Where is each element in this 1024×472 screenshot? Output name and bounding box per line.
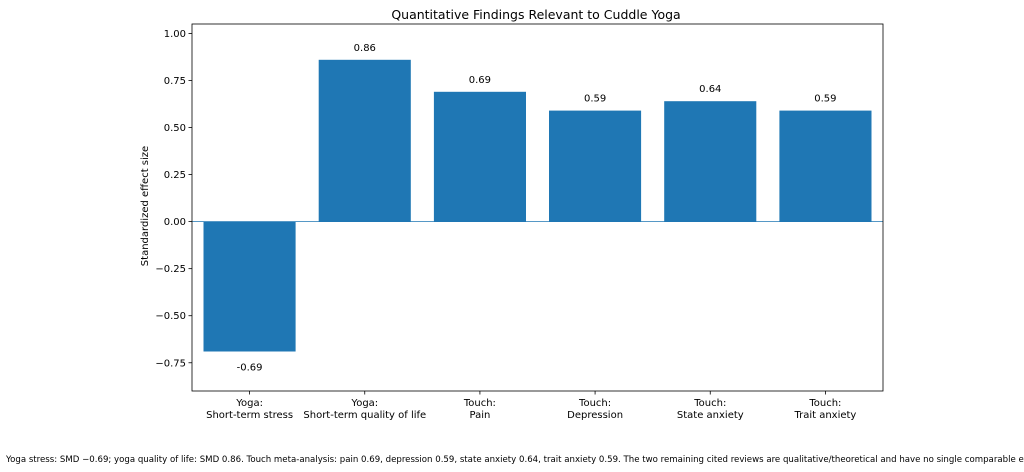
bar-value-label: 0.86 bbox=[354, 43, 376, 54]
y-tick-label: 1.00 bbox=[164, 29, 186, 40]
bar bbox=[203, 221, 296, 352]
bar bbox=[318, 59, 411, 222]
x-tick-label: Touch: Pain bbox=[463, 398, 496, 421]
bar bbox=[549, 110, 642, 222]
y-tick-label: −0.50 bbox=[155, 311, 186, 322]
bar-value-label: 0.69 bbox=[469, 75, 491, 86]
bar-value-label: 0.59 bbox=[814, 94, 836, 105]
y-tick-label: 0.25 bbox=[164, 170, 186, 181]
y-tick-label: 0.50 bbox=[164, 123, 186, 134]
y-tick-label: 0.00 bbox=[164, 217, 186, 228]
y-tick-label: 0.75 bbox=[164, 76, 186, 87]
bar bbox=[664, 101, 757, 222]
x-tick-label: Touch: Depression bbox=[567, 398, 623, 421]
plot-frame bbox=[191, 23, 884, 392]
footnote: Yoga stress: SMD −0.69; yoga quality of … bbox=[6, 455, 1024, 465]
bar-value-label: 0.59 bbox=[584, 94, 606, 105]
bar bbox=[779, 110, 872, 222]
y-tick-label: −0.75 bbox=[155, 358, 186, 369]
x-tick-label: Touch: Trait anxiety bbox=[793, 398, 856, 421]
x-tick-label: Yoga: Short-term quality of life bbox=[303, 398, 426, 421]
chart-title: Quantitative Findings Relevant to Cuddle… bbox=[391, 7, 680, 22]
bar-value-label: 0.64 bbox=[699, 84, 721, 95]
bar bbox=[433, 91, 526, 222]
x-tick-label: Yoga: Short-term stress bbox=[206, 398, 293, 421]
bar-value-label: -0.69 bbox=[237, 363, 263, 374]
y-tick-label: −0.25 bbox=[155, 264, 186, 275]
x-tick-label: Touch: State anxiety bbox=[677, 398, 744, 421]
y-axis-label: Standardized effect size bbox=[140, 146, 151, 266]
